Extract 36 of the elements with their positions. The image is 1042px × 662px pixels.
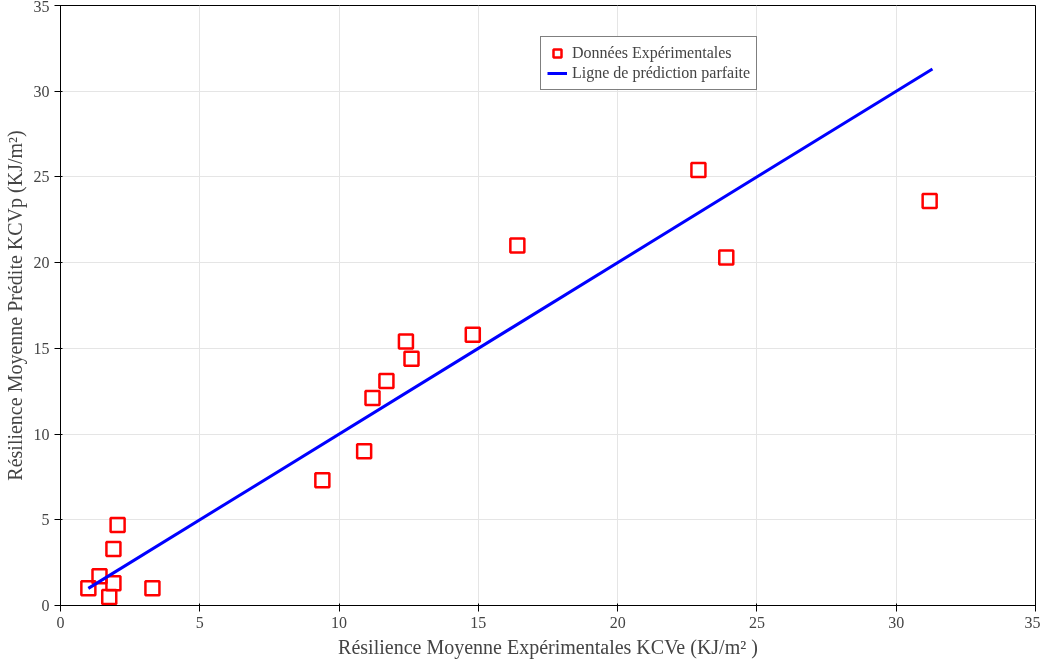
x-tick-label: 0	[56, 613, 65, 631]
point	[105, 540, 122, 558]
x-tick-label: 25	[748, 613, 765, 631]
point	[464, 326, 482, 343]
x-tick-label: 30	[888, 613, 905, 631]
x-tick-label: 35	[1024, 613, 1041, 631]
point	[718, 249, 735, 266]
y-tick-label: 30	[33, 82, 50, 100]
point	[144, 580, 161, 597]
y-tick-label: 15	[33, 339, 50, 357]
x-tick-label: 20	[609, 613, 626, 631]
y-tick-label: 5	[41, 511, 50, 529]
point	[509, 237, 526, 254]
point	[101, 588, 118, 606]
point	[355, 442, 373, 460]
point	[403, 350, 420, 367]
y-tick-label: 0	[41, 597, 50, 614]
x-tick-label: 5	[195, 613, 204, 631]
y-tick-label: 35	[33, 0, 50, 15]
y-tick-label: 20	[33, 254, 50, 272]
point	[378, 372, 395, 390]
y-axis-title: Résilience Moyenne Prédite KCVp (KJ/m²)	[3, 130, 27, 481]
x-tick-label: 15	[470, 613, 487, 631]
x-tick-label: 10	[331, 613, 348, 631]
point	[80, 580, 97, 597]
y-tick-label: 10	[33, 425, 50, 443]
point	[397, 333, 415, 350]
point	[109, 516, 126, 534]
point	[314, 472, 331, 489]
legend-label: Données Expérimentales	[572, 44, 732, 62]
point	[690, 161, 707, 179]
y-tick-label: 25	[33, 168, 50, 186]
x-axis-title: Résilience Moyenne Expérimentales KCVe (KJ/m² )	[338, 635, 758, 659]
legend-label: Ligne de prédiction parfaite	[572, 64, 751, 82]
point	[364, 389, 381, 407]
point	[921, 192, 938, 210]
